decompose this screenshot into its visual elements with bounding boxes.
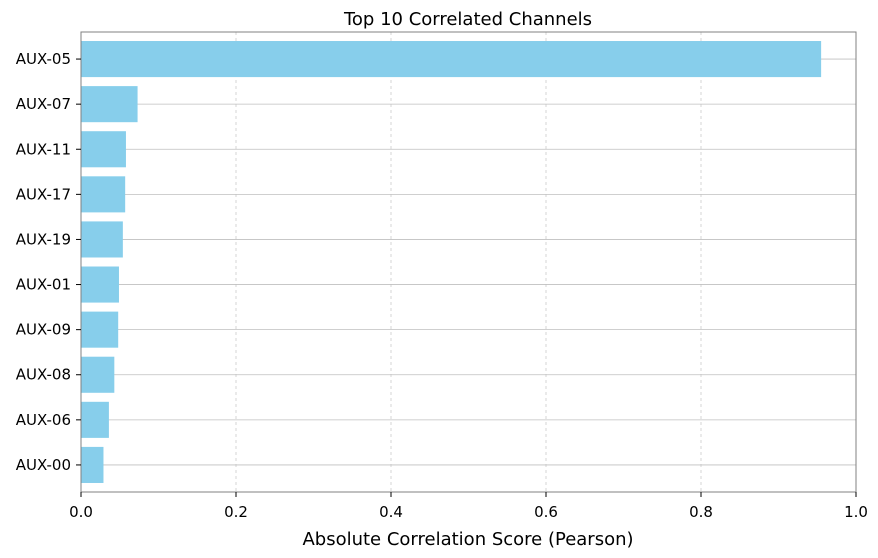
- x-tick-label: 0.6: [534, 503, 558, 521]
- x-tick-label: 0.0: [69, 503, 93, 521]
- bar: [81, 266, 119, 303]
- y-tick-label: AUX-19: [16, 230, 71, 248]
- y-tick-label: AUX-08: [16, 366, 71, 384]
- y-tick-label: AUX-00: [16, 456, 71, 474]
- y-tick-label: AUX-11: [16, 140, 71, 158]
- x-tick-label: 1.0: [844, 503, 868, 521]
- chart-title: Top 10 Correlated Channels: [343, 9, 592, 30]
- y-tick-label: AUX-05: [16, 50, 71, 68]
- y-tick-label: AUX-09: [16, 321, 71, 339]
- x-tick-label: 0.2: [224, 503, 248, 521]
- y-tick-label: AUX-17: [16, 185, 71, 203]
- bar: [81, 401, 109, 438]
- y-tick-label: AUX-07: [16, 95, 71, 113]
- x-axis-label: Absolute Correlation Score (Pearson): [302, 529, 633, 550]
- bar: [81, 311, 119, 348]
- bar: [81, 446, 104, 483]
- x-tick-label: 0.4: [379, 503, 403, 521]
- bar: [81, 86, 138, 123]
- y-tick-label: AUX-01: [16, 276, 71, 294]
- bar: [81, 176, 126, 213]
- plot-frame: [80, 31, 857, 493]
- x-axis-ticks: 0.0 0.2 0.4 0.6 0.8 1.0: [69, 492, 868, 521]
- bars: [81, 41, 822, 483]
- bar: [81, 221, 123, 258]
- bar: [81, 41, 822, 78]
- y-tick-label: AUX-06: [16, 411, 71, 429]
- y-axis-ticks: AUX-05 AUX-07 AUX-11 AUX-17 AUX-19 AUX-01 AUX-…: [16, 50, 81, 474]
- bar: [81, 356, 115, 393]
- x-tick-label: 0.8: [689, 503, 713, 521]
- bar: [81, 131, 126, 168]
